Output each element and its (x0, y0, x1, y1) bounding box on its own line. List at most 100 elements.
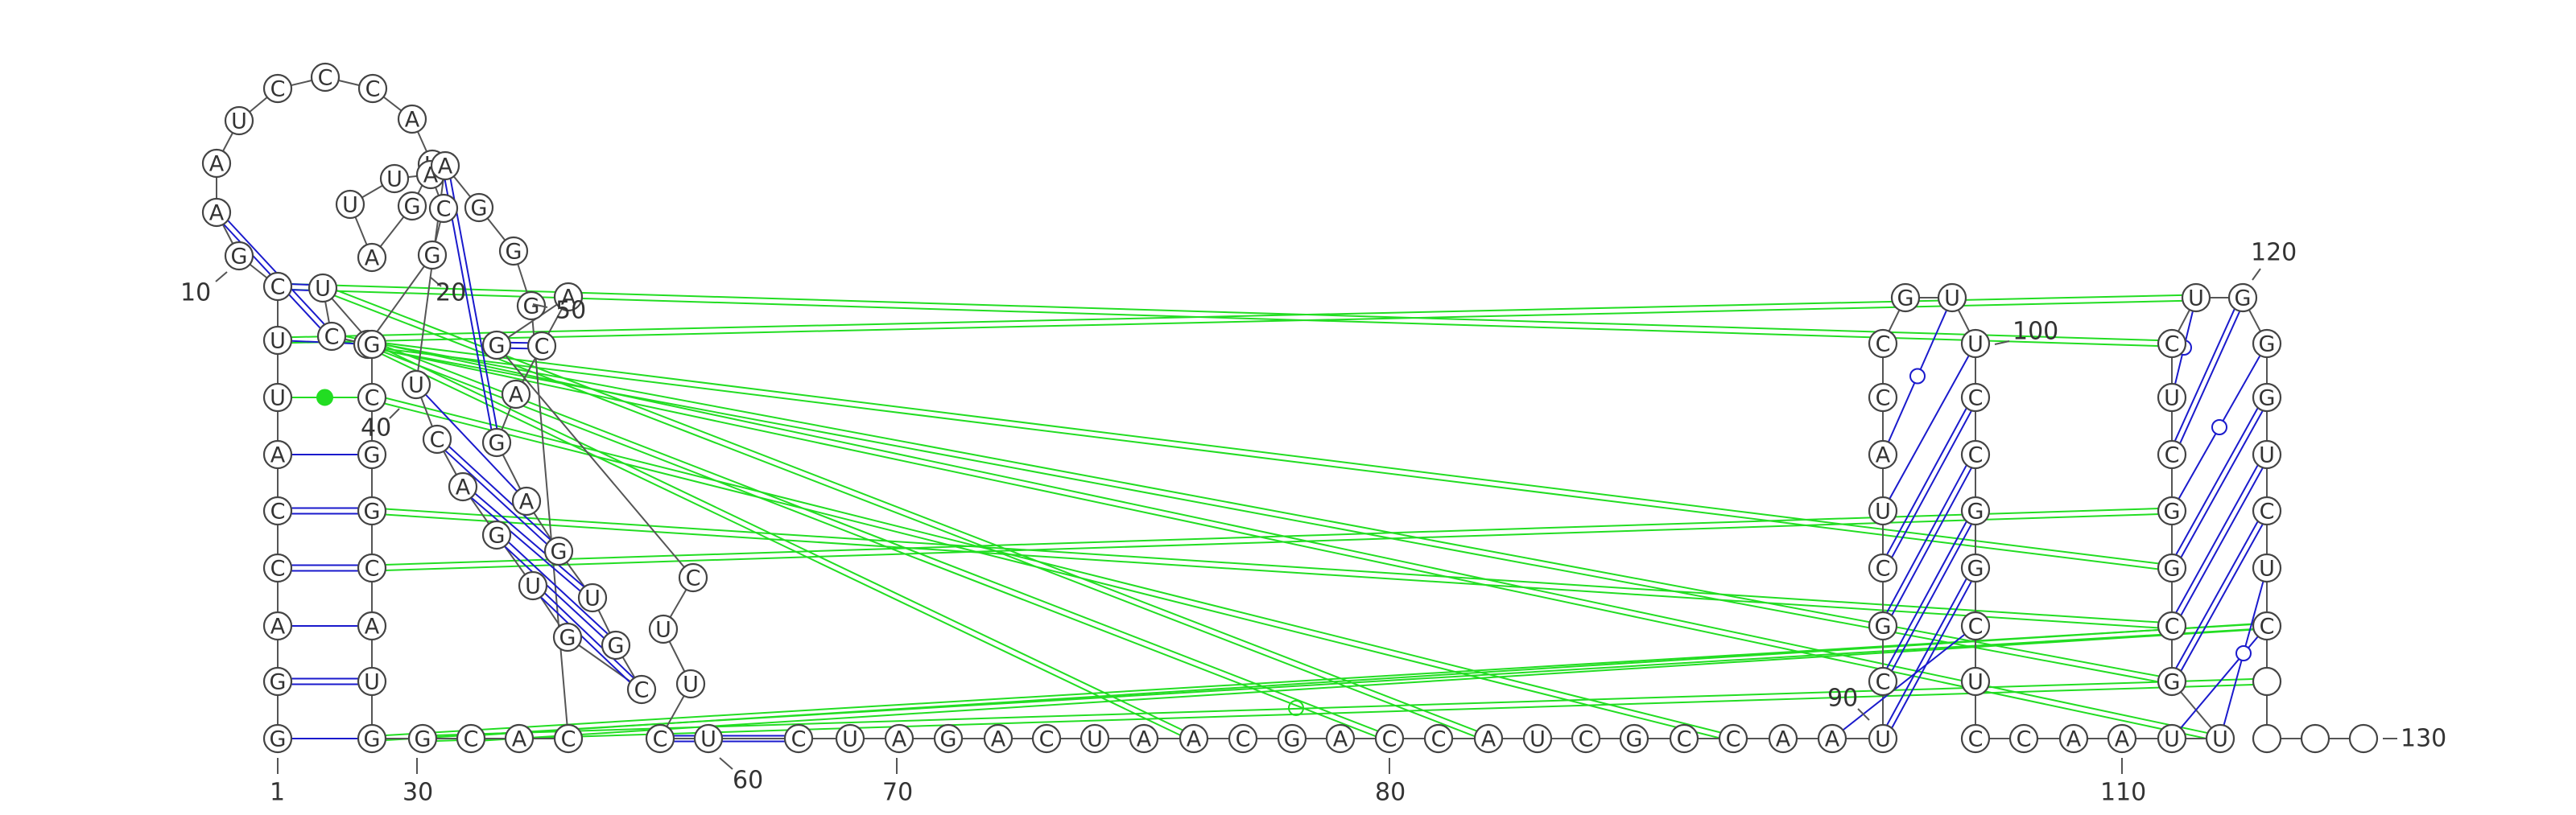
nucleotide: U (2252, 553, 2282, 583)
nucleotide-circle (1669, 723, 1699, 754)
canonical-basepair (1885, 512, 1979, 684)
nucleotide: U (308, 273, 338, 303)
nucleotide: A (2058, 723, 2089, 754)
nucleotide-letter: A (405, 108, 420, 133)
nucleotide-circle (1718, 723, 1748, 754)
nucleotide: U (1960, 328, 1991, 359)
nucleotide-letter: G (270, 670, 287, 695)
nucleotide-circle (1868, 611, 1898, 641)
nucleotide-letter: G (523, 294, 540, 319)
nucleotide-letter: U (342, 193, 358, 218)
nucleotide: U (262, 325, 293, 356)
nucleotide-letter: C (686, 566, 701, 591)
nucleotide-circle (262, 271, 293, 302)
nucleotide-letter: U (408, 373, 424, 398)
nucleotide-circle (2157, 666, 2187, 697)
nucleotide-circle (675, 669, 706, 699)
nucleotide-circle (262, 382, 293, 413)
canonical-basepair (460, 488, 592, 601)
nucleotide-letter: G (489, 334, 506, 359)
nucleotide: C (2008, 723, 2039, 754)
nucleotide-letter: G (1875, 615, 1892, 640)
nucleotide-circle (1960, 439, 1991, 470)
nucleotide-circle (357, 666, 387, 697)
nucleotide: G (357, 723, 387, 754)
nucleotide: G (357, 439, 387, 470)
nucleotide: A (357, 611, 387, 641)
pseudoknot-line (323, 284, 1490, 737)
nucleotide: C (357, 73, 388, 104)
nucleotide-circle (481, 427, 512, 458)
nucleotide: C (456, 723, 486, 754)
canonical-basepair (438, 436, 562, 550)
nucleotide: U (379, 163, 410, 194)
nucleotide: A (2107, 723, 2137, 754)
nucleotide-circle (357, 382, 387, 413)
nucleotide: G (262, 723, 293, 754)
nucleotide-letter: C (1039, 727, 1055, 752)
nucleotide-circle (1179, 723, 1209, 754)
nucleotide-circle (2252, 723, 2282, 754)
nucleotide-letter: A (456, 475, 471, 500)
nucleotide-letter: A (209, 152, 225, 177)
nucleotide: G (481, 427, 512, 458)
nucleotide: G (357, 496, 387, 526)
nucleotide-letter: U (1967, 670, 1984, 695)
nucleotide-letter: A (1187, 727, 1202, 752)
nucleotide-letter: A (1876, 443, 1891, 468)
nucleotide-letter: G (506, 240, 522, 265)
noncanonical-marker (316, 389, 333, 406)
pseudoknot-line (372, 393, 1735, 737)
nucleotide-letter: A (561, 286, 576, 311)
nucleotide-circle (2300, 723, 2330, 754)
canonical-basepair (2168, 296, 2241, 454)
nucleotide-letter: G (364, 333, 381, 358)
nucleotide-letter: U (1087, 727, 1103, 752)
nucleotide-circle (645, 723, 675, 754)
pseudoknot-line (372, 340, 1391, 737)
nucleotide: A (1473, 723, 1504, 754)
wobble-marker (2235, 645, 2252, 661)
index-label-60: 60 (733, 767, 763, 795)
nucleotide-letter: C (1579, 727, 1594, 752)
nucleotide-letter: C (1968, 615, 1984, 640)
nucleotide-circle (626, 674, 657, 705)
nucleotide-circle (357, 329, 387, 360)
nucleotide (2300, 723, 2330, 754)
nucleotide-circle (1868, 439, 1898, 470)
nucleotide-circle (262, 611, 293, 641)
basepair (2171, 625, 2268, 739)
nucleotide-letter: A (365, 615, 380, 640)
nucleotide-circle (1960, 496, 1991, 526)
nucleotide-letter: G (1897, 286, 1914, 311)
nucleotide-circle (518, 570, 548, 601)
nucleotide-letter: G (1967, 557, 1984, 582)
nucleotide-circle (983, 723, 1013, 754)
nucleotide-letter: C (1236, 727, 1251, 752)
nucleotide-letter: C (2260, 615, 2275, 640)
nucleotide-letter: C (365, 386, 380, 411)
nucleotide-circle (2252, 382, 2282, 413)
nucleotide: U (675, 669, 706, 699)
index-label-80: 80 (1375, 779, 1406, 807)
nucleotide-circle (430, 150, 460, 181)
nucleotide-circle (1619, 723, 1649, 754)
nucleotide-letter: U (1875, 500, 1891, 525)
nucleotide-letter: A (892, 727, 907, 752)
nucleotide: A (983, 723, 1013, 754)
index-label-10: 10 (180, 279, 211, 307)
pseudoknot-line (371, 512, 2172, 630)
nucleotide: G (1277, 723, 1307, 754)
nucleotide-letter: A (2115, 727, 2130, 752)
nucleotide-letter: U (2164, 386, 2180, 411)
nucleotide-letter: A (1481, 727, 1496, 752)
nucleotide: C (2157, 439, 2187, 470)
nucleotide-layer: GGACCAUUCGAAUCCCAUGAUUACGGCUGCGGCAUGGCAC… (201, 62, 2379, 754)
pseudoknot-line (371, 623, 2267, 738)
nucleotide-letter: A (991, 727, 1006, 752)
canonical-basepair (1880, 508, 1974, 681)
index-label-120: 120 (2251, 239, 2297, 267)
nucleotide: G (481, 520, 512, 550)
nucleotide-circle (397, 191, 427, 221)
nucleotide: A (504, 723, 535, 754)
